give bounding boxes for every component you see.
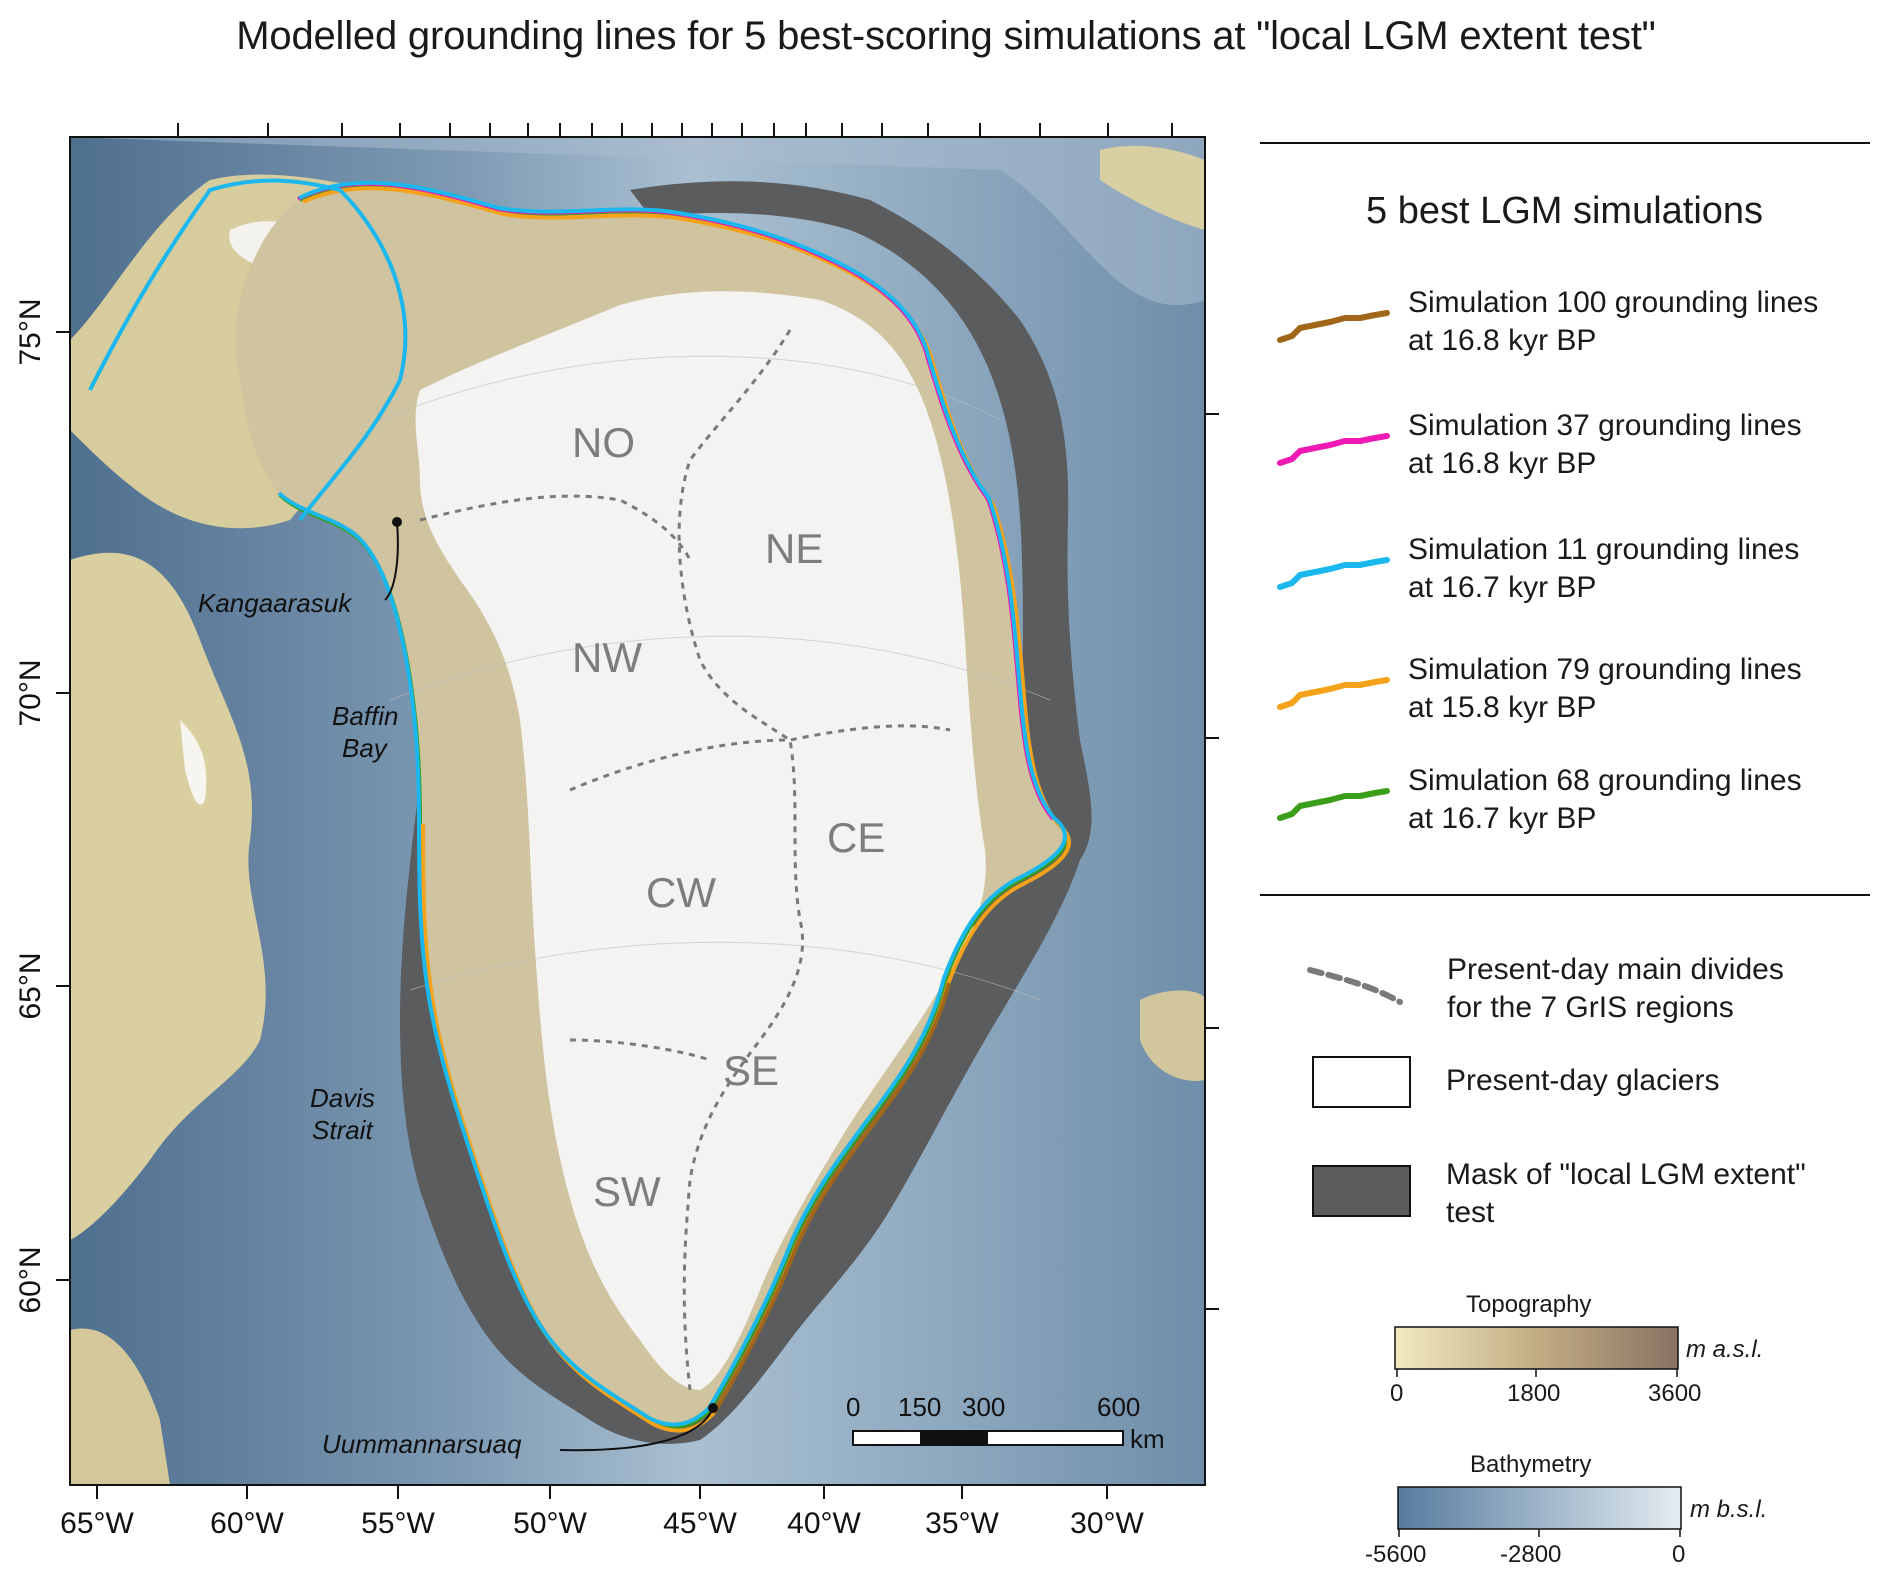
svalbard-landmass xyxy=(1100,145,1205,230)
legend-panel xyxy=(1260,142,1870,1537)
region-labels: NO NE NW CE CW SE SW xyxy=(572,419,885,1215)
lat-label-75n: 75°N xyxy=(14,298,47,365)
lon-label-40w: 40°W xyxy=(787,1507,861,1540)
topography-tick-0: 0 xyxy=(1390,1380,1404,1407)
legend-divides-line1: Present-day main divides xyxy=(1447,953,1784,986)
lon-label-50w: 50°W xyxy=(513,1507,587,1540)
legend-sim-11-line1: Simulation 11 grounding lines xyxy=(1408,533,1800,566)
legend-sim-79-line1: Simulation 79 grounding lines xyxy=(1408,653,1802,686)
legend-heading: 5 best LGM simulations xyxy=(1366,190,1764,232)
region-label-cw: CW xyxy=(646,869,716,916)
region-label-ce: CE xyxy=(827,814,885,861)
scale-tick-150: 150 xyxy=(898,1392,941,1422)
lon-label-30w: 30°W xyxy=(1070,1507,1144,1540)
lat-label-70n: 70°N xyxy=(14,659,47,726)
legend-divides-line2: for the 7 GrIS regions xyxy=(1447,991,1734,1024)
topography-colorbar xyxy=(1394,1326,1679,1370)
lon-label-65w: 65°W xyxy=(60,1507,134,1540)
lon-label-60w: 60°W xyxy=(210,1507,284,1540)
legend-sim-68-line1: Simulation 68 grounding lines xyxy=(1408,764,1802,797)
grounding-lines xyxy=(88,178,1071,1433)
bathymetry-tick-max: 0 xyxy=(1672,1541,1686,1568)
bathymetry-unit: m b.s.l. xyxy=(1690,1496,1768,1523)
legend-sim-100-line1: Simulation 100 grounding lines xyxy=(1408,286,1819,319)
figure-title: Modelled grounding lines for 5 best-scor… xyxy=(236,14,1656,58)
region-label-no: NO xyxy=(572,419,635,466)
baffin-ice-cap xyxy=(180,720,207,805)
kangaarasuk-leader xyxy=(384,521,399,601)
region-label-sw: SW xyxy=(593,1168,661,1215)
legend-swatch-sim-79 xyxy=(1277,677,1390,710)
right-ticks xyxy=(1205,413,1219,1310)
legend-swatch-sim-100 xyxy=(1277,310,1390,343)
grounding-line-sim-100 xyxy=(712,982,951,1415)
bathymetry-tick-mid: -2800 xyxy=(1500,1541,1562,1568)
topography-tick-1800: 1800 xyxy=(1507,1380,1561,1407)
place-davis-2: Strait xyxy=(312,1115,374,1145)
lat-label-60n: 60°N xyxy=(14,1246,47,1313)
legend-sim-100-line2: at 16.8 kyr BP xyxy=(1408,324,1597,357)
legend-swatch-sim-11 xyxy=(1277,557,1390,590)
place-uummannarsuaq: Uummannarsuaq xyxy=(322,1429,522,1459)
top-ticks xyxy=(177,123,1173,137)
lon-label-45w: 45°W xyxy=(663,1507,737,1540)
scale-bar: 0 150 300 600 km xyxy=(846,1392,1165,1454)
legend-sim-37-line2: at 16.8 kyr BP xyxy=(1408,447,1597,480)
baffin-island-landmass xyxy=(70,552,266,1240)
region-label-ne: NE xyxy=(765,525,823,572)
bottom-ticks xyxy=(96,1485,1108,1499)
region-label-se: SE xyxy=(723,1047,779,1094)
uummannarsuaq-leader xyxy=(559,1407,714,1452)
scale-tick-300: 300 xyxy=(962,1392,1005,1422)
place-baffin-2: Bay xyxy=(342,733,389,763)
legend-swatch-sim-37 xyxy=(1277,433,1390,466)
graticule xyxy=(379,355,1051,1001)
lgm-extent-mask xyxy=(375,181,1092,1444)
legend-glaciers-label: Present-day glaciers xyxy=(1446,1064,1720,1097)
bathymetry-colorbar xyxy=(1397,1486,1682,1530)
scale-unit: km xyxy=(1130,1424,1165,1454)
bathymetry-tick-min: -5600 xyxy=(1365,1541,1427,1568)
grounding-line-ellesmere xyxy=(88,178,408,522)
place-leaders xyxy=(384,517,718,1452)
place-kangaarasuk: Kangaarasuk xyxy=(198,588,353,618)
longitude-labels: 65°W 60°W 55°W 50°W 45°W 40°W 35°W 30°W xyxy=(60,1507,1144,1540)
legend-sim-79-line2: at 15.8 kyr BP xyxy=(1408,691,1597,724)
place-names: Kangaarasuk Baffin Bay Davis Strait Uumm… xyxy=(198,588,522,1459)
lon-label-55w: 55°W xyxy=(361,1507,435,1540)
legend-swatch-divides xyxy=(1307,967,1403,1005)
northern-shelf xyxy=(70,137,1205,306)
lat-label-65n: 65°N xyxy=(14,952,47,1019)
legend-swatch-glaciers xyxy=(1312,1056,1411,1108)
legend-swatch-sim-68 xyxy=(1277,788,1390,821)
grounding-line-sim-11 xyxy=(277,180,1067,1427)
map-frame xyxy=(69,136,1206,1486)
legend-swatch-mask xyxy=(1312,1165,1411,1217)
map-panel: NO NE NW CE CW SE SW Kangaarasuk Baffin … xyxy=(70,137,1205,1485)
legend-mask-line1: Mask of "local LGM extent" xyxy=(1446,1158,1806,1191)
legend-mask-line2: test xyxy=(1446,1196,1495,1229)
scale-tick-600: 600 xyxy=(1097,1392,1140,1422)
legend-sim-68-line2: at 16.7 kyr BP xyxy=(1408,802,1597,835)
legend-sim-11-line2: at 16.7 kyr BP xyxy=(1408,571,1597,604)
scale-tick-0: 0 xyxy=(846,1392,860,1422)
place-baffin-1: Baffin xyxy=(332,701,399,731)
labrador-landmass xyxy=(70,1328,170,1485)
place-davis-1: Davis xyxy=(310,1083,375,1113)
ice-divides xyxy=(419,329,951,1391)
topography-title: Topography xyxy=(1466,1291,1592,1318)
legend-sim-37-line1: Simulation 37 grounding lines xyxy=(1408,409,1802,442)
lon-label-35w: 35°W xyxy=(925,1507,999,1540)
scale-bar-segment xyxy=(920,1431,988,1445)
bathymetry-title: Bathymetry xyxy=(1470,1451,1592,1478)
topography-unit: m a.s.l. xyxy=(1686,1336,1764,1363)
left-ticks xyxy=(56,331,70,1281)
topography-tick-3600: 3600 xyxy=(1648,1380,1702,1407)
iceland-landmass xyxy=(1140,990,1205,1081)
region-label-nw: NW xyxy=(572,634,642,681)
latitude-labels: 75°N 70°N 65°N 60°N xyxy=(14,298,47,1313)
greenland-ice-sheet xyxy=(415,291,986,1390)
